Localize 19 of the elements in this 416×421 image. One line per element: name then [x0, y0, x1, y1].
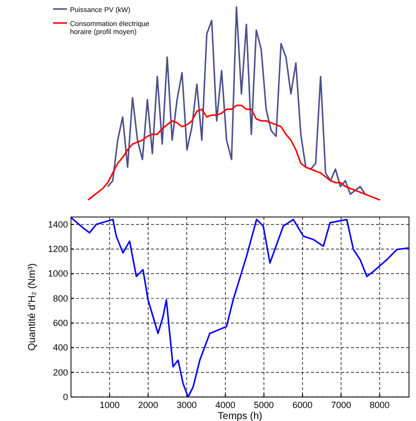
x-tick-label: 7000 [331, 400, 352, 410]
y-tick-label: 600 [52, 318, 68, 328]
y-tick-label: 1400 [48, 219, 68, 230]
x-tick-label: 5000 [254, 400, 274, 410]
y-tick-label: 800 [52, 293, 68, 304]
y-tick-label: 400 [52, 342, 68, 353]
x-tick-label: 1000 [100, 400, 120, 410]
x-axis-title: Temps (h) [218, 411, 262, 421]
y-tick-label: 200 [52, 367, 68, 378]
x-tick-label: 8000 [370, 400, 390, 410]
x-tick-label: 6000 [292, 400, 313, 410]
x-tick-label: 4000 [215, 400, 236, 410]
x-tick-label: 2000 [138, 400, 158, 410]
line-series [70, 216, 410, 398]
y-axis-title: Quantité d'H₂ (Nm³) [27, 263, 38, 351]
y-tick-label: 1000 [48, 268, 68, 279]
y-tick-label: 0 [62, 392, 68, 402]
x-tick-label: 3000 [176, 400, 197, 410]
y-tick-label: 1200 [48, 244, 68, 254]
